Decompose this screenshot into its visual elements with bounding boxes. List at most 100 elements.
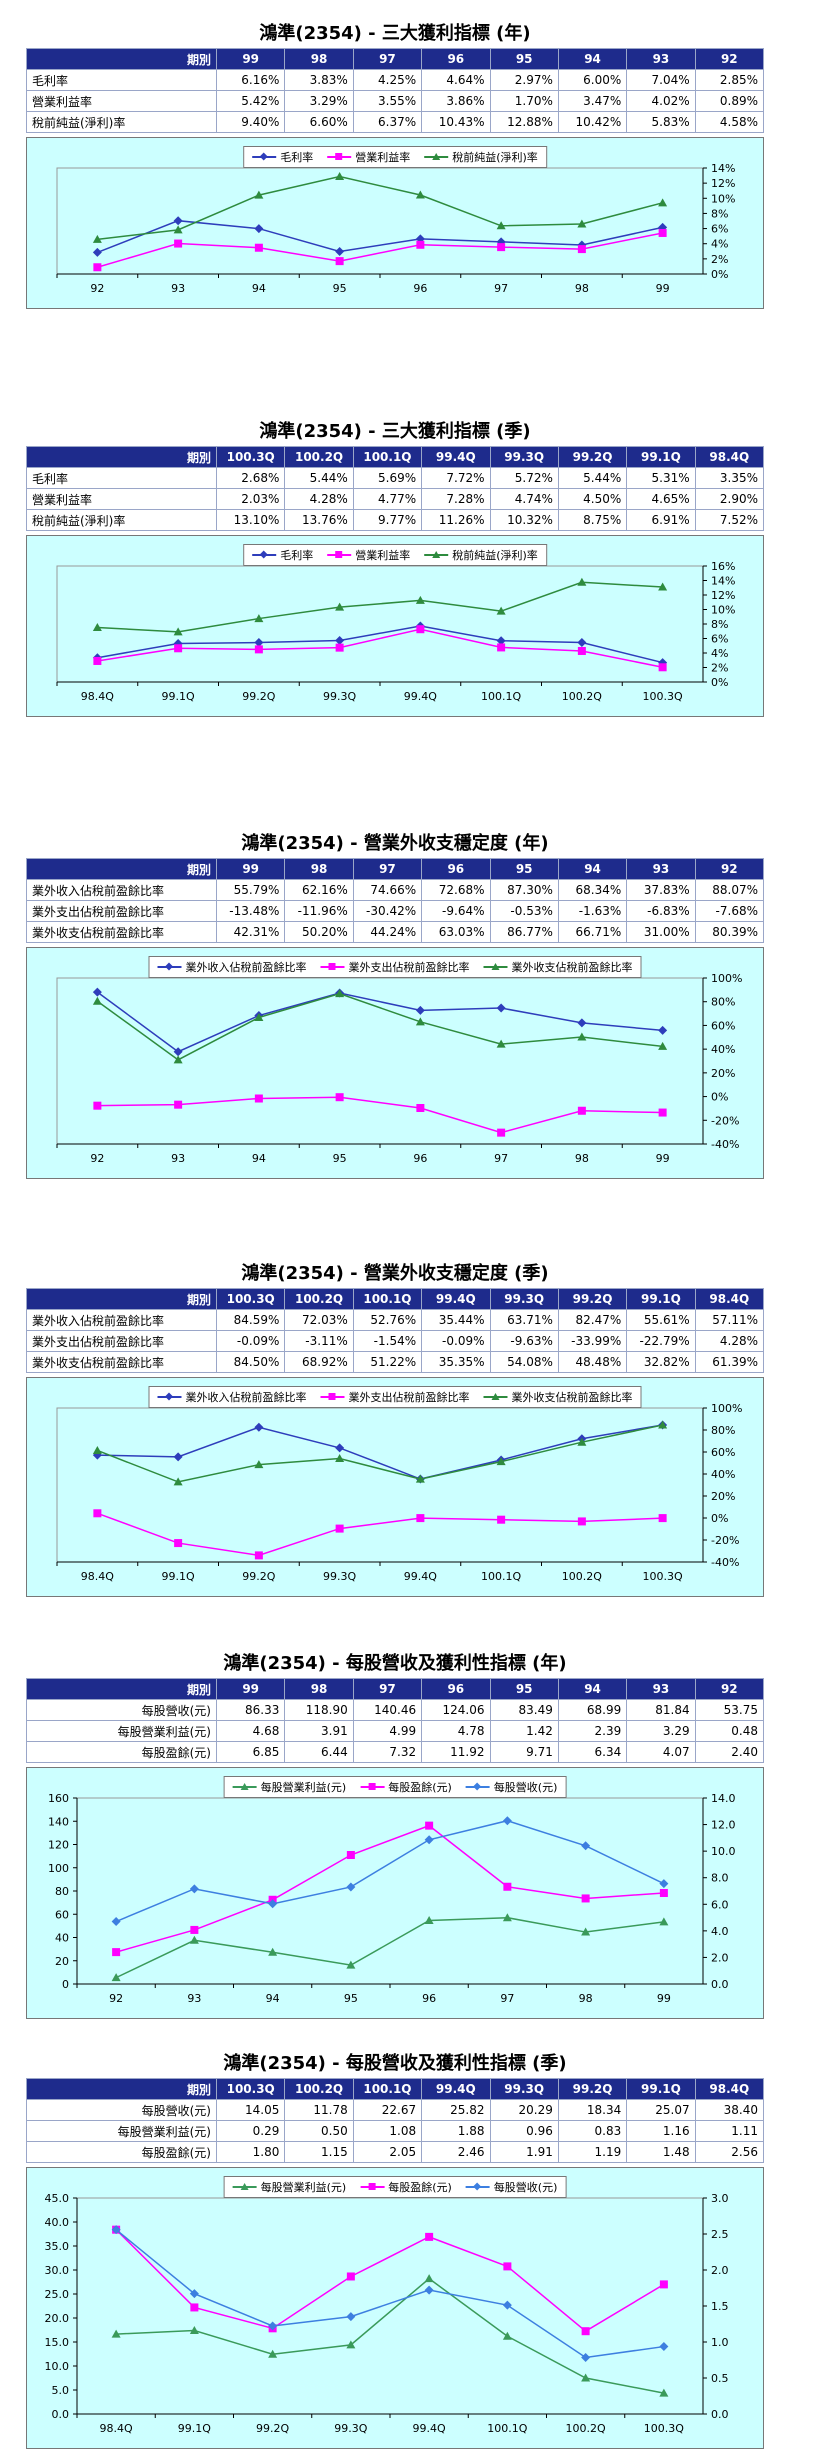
period-header-label: 期別 xyxy=(26,858,217,880)
legend-label: 營業利益率 xyxy=(355,151,411,164)
right-axis-tick-label: -20% xyxy=(711,1114,739,1127)
data-point xyxy=(502,1913,512,1922)
table-cell: 8.75% xyxy=(557,509,628,531)
data-point xyxy=(346,2340,356,2349)
data-point xyxy=(577,577,587,586)
right-axis-tick-label: 8% xyxy=(711,207,728,220)
right-axis-tick-label: 0.0 xyxy=(711,2408,729,2421)
row-label: 每股營業利益(元) xyxy=(26,1720,217,1742)
data-point xyxy=(173,1452,183,1462)
table-cell: -30.42% xyxy=(352,900,423,922)
data-point xyxy=(346,1960,356,1969)
period-column-header: 99.3Q xyxy=(489,446,559,468)
period-column-header: 100.1Q xyxy=(352,2078,423,2100)
table-cell: 5.72% xyxy=(489,467,559,489)
table-cell: 22.67 xyxy=(352,2099,423,2121)
data-point xyxy=(659,2280,668,2289)
data-point xyxy=(658,228,667,237)
legend-marker-icon xyxy=(335,153,343,160)
x-axis-tick-label: 97 xyxy=(494,1152,508,1165)
period-column-header: 100.3Q xyxy=(215,2078,286,2100)
period-column-header: 99.2Q xyxy=(557,1288,628,1310)
table-cell: 3.91 xyxy=(284,1720,354,1742)
table-cell: 68.99 xyxy=(557,1699,628,1721)
line-chart: -40% -20% 0% 20% 40% 60% 80% 100% 98.4Q 99.1Q 99.2… xyxy=(56,1402,742,1583)
left-axis-tick-label: 100 xyxy=(48,1862,69,1875)
data-point xyxy=(173,1055,183,1064)
report-section: 鴻準(2354) - 每股營收及獲利性指標 (年) 期別 99 98 97 96 95 94 9… xyxy=(26,1650,765,2019)
data-point xyxy=(497,1515,506,1524)
left-axis-tick-label: 15.0 xyxy=(45,2336,70,2349)
legend-item: 每股營收(元) xyxy=(465,2179,557,2195)
data-point xyxy=(254,638,264,648)
x-axis-tick-label: 100.3Q xyxy=(644,2422,684,2435)
data-point xyxy=(659,2388,669,2397)
table-cell: 6.37% xyxy=(352,111,423,133)
data-point xyxy=(254,614,264,623)
table-header-row: 期別 100.3Q 100.2Q 100.1Q 99.4Q 99.3Q 99.2Q 99.1Q… xyxy=(26,1288,765,1310)
data-point xyxy=(424,1915,434,1924)
table-row: 每股營業利益(元) 4.68 3.91 4.99 4.78 1.42 2.39 3.29 0.4… xyxy=(26,1720,765,1742)
row-label: 稅前純益(淨利)率 xyxy=(26,111,217,133)
data-point xyxy=(93,1509,102,1518)
data-point xyxy=(335,989,345,998)
period-column-header: 94 xyxy=(557,858,628,880)
data-point xyxy=(111,2225,121,2235)
table-row: 每股營收(元) 14.05 11.78 22.67 25.82 20.29 18.34 25.… xyxy=(26,2099,765,2121)
right-axis-tick-label: 0.5 xyxy=(711,2372,729,2385)
x-axis-tick-label: 99.4Q xyxy=(413,2422,446,2435)
data-point xyxy=(335,643,344,652)
table-cell: 4.99 xyxy=(352,1720,423,1742)
table-cell: 4.77% xyxy=(352,488,423,510)
table-header-row: 期別 99 98 97 96 95 94 93 92 xyxy=(26,1678,765,1700)
table-cell: 57.11% xyxy=(694,1309,765,1331)
table-cell: 3.55% xyxy=(352,90,423,112)
line-chart: 0% 2% 4% 6% 8% 10% 12% 14% 92 93 94 95 96 97 98 99 xyxy=(56,162,735,295)
table-cell: 7.28% xyxy=(421,488,491,510)
chart-area: 0.0 2.0 4.0 6.0 8.0 10.0 12.0 14.0 0 20 40 60 80 100 1… xyxy=(26,1767,764,2019)
legend-swatch-icon xyxy=(327,551,352,558)
legend-swatch-icon xyxy=(483,1393,508,1400)
data-point xyxy=(497,643,506,652)
table-cell: 1.91 xyxy=(489,2141,559,2163)
table-cell: -33.99% xyxy=(557,1330,628,1352)
chart-legend: 毛利率 營業利益率 稅前純益(淨利)率 xyxy=(243,146,547,168)
data-point xyxy=(658,1108,667,1117)
data-point xyxy=(424,2285,434,2295)
table-row: 業外收支佔稅前盈餘比率 42.31% 50.20% 44.24% 63.03% 86.77… xyxy=(26,921,765,943)
table-row: 毛利率 6.16% 3.83% 4.25% 4.64% 2.97% 6.00% 7.04% 2.… xyxy=(26,69,765,91)
right-axis-tick-label: -40% xyxy=(711,1556,739,1569)
table-cell: 4.65% xyxy=(626,488,696,510)
data-point xyxy=(335,247,345,257)
series-line xyxy=(115,2229,664,2359)
table-cell: 2.05 xyxy=(352,2141,423,2163)
period-column-header: 98 xyxy=(284,48,354,70)
table-cell: 38.40 xyxy=(694,2099,765,2121)
right-axis-tick-label: 8.0 xyxy=(711,1872,729,1885)
legend-item: 稅前純益(淨利)率 xyxy=(424,547,538,563)
data-point xyxy=(92,622,102,631)
data-point xyxy=(581,1841,591,1851)
data-point xyxy=(189,1884,199,1894)
table-cell: 11.78 xyxy=(284,2099,354,2121)
table-cell: 86.77% xyxy=(489,921,559,943)
data-point xyxy=(577,245,586,254)
data-point xyxy=(92,247,102,257)
data-point xyxy=(346,1850,355,1859)
row-label: 稅前純益(淨利)率 xyxy=(26,509,217,531)
table-row: 業外收入佔稅前盈餘比率 55.79% 62.16% 74.66% 72.68% 87.30… xyxy=(26,879,765,901)
row-label: 業外收支佔稅前盈餘比率 xyxy=(26,1351,217,1373)
table-cell: 118.90 xyxy=(284,1699,354,1721)
right-axis-tick-label: 1.0 xyxy=(711,2336,729,2349)
table-cell: -0.09% xyxy=(421,1330,491,1352)
table-cell: 63.71% xyxy=(489,1309,559,1331)
table-cell: 6.00% xyxy=(557,69,628,91)
table-cell: 32.82% xyxy=(626,1351,696,1373)
table-header-row: 期別 100.3Q 100.2Q 100.1Q 99.4Q 99.3Q 99.2Q 99.1Q… xyxy=(26,446,765,468)
x-axis-tick-label: 94 xyxy=(252,1152,266,1165)
x-axis-tick-label: 99.2Q xyxy=(242,1570,275,1583)
data-point xyxy=(346,1882,356,1892)
table-row: 稅前純益(淨利)率 13.10% 13.76% 9.77% 11.26% 10.32% 8.… xyxy=(26,509,765,531)
plot-frame xyxy=(56,977,704,1145)
right-axis-tick-label: 100% xyxy=(711,972,742,985)
